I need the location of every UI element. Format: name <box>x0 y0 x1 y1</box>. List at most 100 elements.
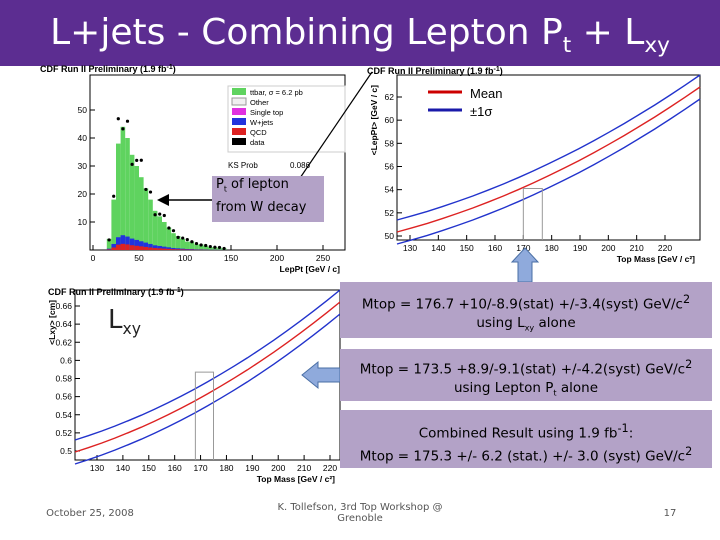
hist-bar <box>171 247 176 250</box>
text: 2 <box>682 293 691 306</box>
text: -1 <box>175 287 181 294</box>
data-point <box>176 235 180 239</box>
hist-bar <box>111 199 116 250</box>
hist-bar <box>129 245 135 250</box>
hist-bar <box>198 249 204 250</box>
x-tick-label: 220 <box>323 463 337 473</box>
legend-swatch <box>232 138 246 145</box>
title-part: xy <box>644 33 670 59</box>
text: t <box>553 387 557 398</box>
x-tick-label: 160 <box>168 463 182 473</box>
hist-bar <box>143 188 149 250</box>
text: ) <box>500 66 503 76</box>
data-point <box>121 127 125 131</box>
data-point <box>185 238 189 242</box>
hist-bar <box>157 216 162 250</box>
hist-bar <box>129 154 135 250</box>
y-tick-label: 10 <box>78 217 88 227</box>
data-point <box>158 212 162 216</box>
hist-bar <box>120 243 126 250</box>
hist-bar <box>162 222 167 250</box>
x-tick-label: 200 <box>271 463 285 473</box>
legend-swatch <box>232 88 246 95</box>
hist-bar <box>120 235 126 250</box>
hist-bar <box>175 236 181 250</box>
hist-bar <box>157 248 162 250</box>
data-point <box>162 213 166 218</box>
text: -1 <box>494 66 500 73</box>
result-box: Mtop = 173.5 +8.9/-9.1(stat) +/-4.2(syst… <box>340 349 712 401</box>
y-axis-label: <LepPt> [GeV / c] <box>369 85 379 156</box>
legend-label: W+jets <box>250 118 273 127</box>
text: Mtop = 175.3 +/- 6.2 (stat.) +/- 3.0 (sy… <box>359 448 686 464</box>
hist-bar <box>106 248 112 250</box>
y-tick-label: 0.66 <box>55 301 72 311</box>
footer-date: October 25, 2008 <box>46 508 134 519</box>
legend-swatch <box>232 118 246 125</box>
data-point <box>222 246 226 251</box>
x-tick-label: 170 <box>516 243 530 253</box>
y-tick-label: 0.54 <box>55 410 72 420</box>
hist-bar <box>152 248 158 250</box>
hist-bar <box>180 238 185 250</box>
data-point <box>190 240 194 244</box>
data-point <box>116 117 120 121</box>
text: t <box>223 184 227 194</box>
legend-label: data <box>250 138 265 147</box>
guide <box>522 188 543 240</box>
hist-bar <box>171 233 176 250</box>
text: ) <box>173 64 176 74</box>
text: using L <box>476 314 525 331</box>
ks-value: 0.086 <box>290 161 311 170</box>
text: CDF Run II Preliminary (1.9 fb <box>48 287 175 297</box>
x-tick-label: 250 <box>316 253 330 263</box>
hist-bar <box>171 249 176 250</box>
x-tick-label: 130 <box>403 243 417 253</box>
text: : <box>628 425 634 442</box>
x-axis-label: Top Mass [GeV / c²] <box>257 474 335 484</box>
text: Combined Result using 1.9 fb <box>418 425 618 442</box>
data-point <box>112 194 116 198</box>
ks-label: KS Prob <box>228 161 258 170</box>
curve <box>396 86 701 233</box>
text: L <box>108 305 123 335</box>
arrow <box>299 71 373 179</box>
text: alone <box>556 379 599 396</box>
data-point <box>148 190 153 194</box>
hist-bar <box>106 249 112 250</box>
y-tick-label: 0.5 <box>60 446 72 456</box>
legend-label: ±1σ <box>470 104 492 119</box>
text: CDF Run II Preliminary (1.9 fb <box>367 66 494 76</box>
y-tick-label: 56 <box>385 162 395 172</box>
footer-author: K. Tollefson, 3rd Top Workshop @ Grenobl… <box>277 502 443 524</box>
title-part: L+jets - Combining Lepton P <box>50 12 563 53</box>
x-tick-label: 210 <box>630 243 644 253</box>
text: from W decay <box>216 199 307 215</box>
hist-bar <box>185 248 190 250</box>
text: using Lepton P <box>453 379 554 396</box>
data-point <box>217 245 222 250</box>
guide <box>194 371 214 460</box>
hist-bar <box>111 243 116 250</box>
hist-bar <box>180 249 185 250</box>
plot-header: CDF Run II Preliminary (1.9 fb-1) <box>48 287 184 297</box>
hist-bar <box>120 126 126 250</box>
x-tick-label: 210 <box>297 463 311 473</box>
legend-label: Mean <box>470 86 503 101</box>
hist-bar <box>148 199 153 250</box>
x-tick-label: 150 <box>460 243 474 253</box>
y-tick-label: 20 <box>78 189 88 199</box>
x-tick-label: 180 <box>545 243 559 253</box>
data-point <box>130 162 134 166</box>
data-point <box>153 213 157 217</box>
y-tick-label: 52 <box>385 208 395 218</box>
hist-bar <box>125 244 130 250</box>
legend-label: Single top <box>250 108 283 117</box>
hist-bar <box>157 245 162 250</box>
data-point <box>125 119 130 123</box>
hist-bar <box>198 244 204 250</box>
data-point <box>199 243 203 247</box>
x-tick-label: 200 <box>601 243 615 253</box>
text: ) <box>181 287 184 297</box>
